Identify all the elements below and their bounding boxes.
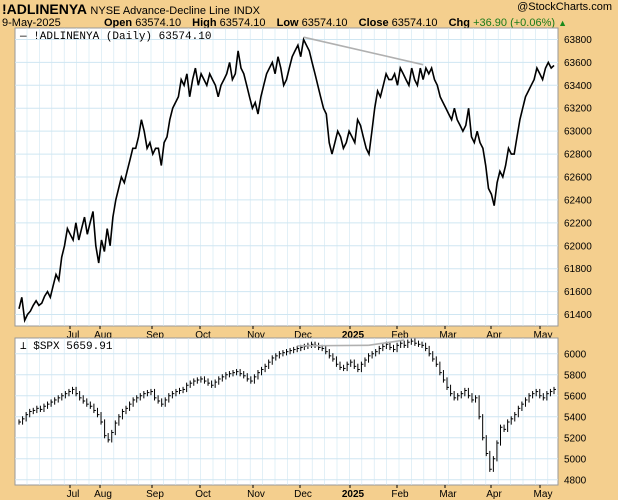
- high-value: 63574.10: [219, 17, 266, 29]
- y-tick-label: 63200: [564, 104, 592, 115]
- y-tick-label: 63400: [564, 81, 592, 92]
- x-tick-label: Sep: [146, 330, 164, 341]
- x-tick-label: May: [534, 489, 553, 500]
- y-tick-label: 5800: [564, 370, 587, 381]
- series-legend: — !ADLINENYA (Daily) 63574.10: [19, 31, 211, 43]
- y-tick-label: 4800: [564, 475, 587, 486]
- chg-label: Chg: [448, 17, 470, 29]
- x-tick-label: Mar: [439, 330, 457, 341]
- trendline: [368, 339, 405, 347]
- y-tick-label: 63800: [564, 35, 592, 46]
- symbol: !ADLINENYA: [2, 1, 87, 17]
- high-label: High: [192, 17, 217, 29]
- y-tick-label: 63600: [564, 58, 592, 69]
- x-tick-label: May: [534, 330, 553, 341]
- trendline: [297, 344, 369, 347]
- y-tick-label: 62800: [564, 150, 592, 161]
- y-tick-label: 5200: [564, 433, 587, 444]
- x-tick-label: Oct: [195, 489, 211, 500]
- chart-panel-0: 61400 61600 61800 62000 62200 62400 62600 62800…: [14, 27, 592, 341]
- trendline: [303, 36, 424, 66]
- x-tick-label: Aug: [94, 489, 112, 500]
- y-tick-label: 5000: [564, 454, 587, 465]
- y-tick-label: 6000: [564, 349, 587, 360]
- symbol-exchange: INDX: [233, 5, 261, 17]
- close-label: Close: [358, 17, 389, 29]
- x-tick-label: 2025: [342, 330, 365, 341]
- x-tick-label: Dec: [294, 489, 312, 500]
- close-value: 63574.10: [391, 17, 438, 29]
- x-tick-label: Nov: [247, 330, 265, 341]
- y-tick-label: 62200: [564, 218, 592, 229]
- chg-value: +36.90 (+0.06%): [473, 17, 556, 29]
- up-arrow-icon: ▲: [558, 18, 567, 28]
- x-tick-label: Apr: [486, 330, 502, 341]
- y-tick-label: 61400: [564, 310, 592, 321]
- low-label: Low: [276, 17, 299, 29]
- open-label: Open: [104, 17, 133, 29]
- y-tick-label: 61800: [564, 264, 592, 275]
- y-tick-label: 5600: [564, 391, 587, 402]
- x-tick-label: Mar: [439, 489, 457, 500]
- chart-panel-1: 4800 5000 5200 5400 5600 5800 6000 Jul Aug Sep Oct…: [14, 337, 587, 500]
- quote-bar: Open 63574.10 High 63574.10 Low 63574.10…: [104, 17, 567, 29]
- y-tick-label: 5400: [564, 412, 587, 423]
- x-tick-label: Feb: [391, 489, 409, 500]
- ad-line-series: [18, 36, 555, 324]
- x-tick-label: Jul: [67, 489, 80, 500]
- low-value: 63574.10: [301, 17, 348, 29]
- brand-logo: @StockCharts.com: [517, 1, 612, 13]
- symbol-description: NYSE Advance-Decline Line: [90, 5, 230, 17]
- y-tick-label: 62400: [564, 195, 592, 206]
- y-tick-label: 63000: [564, 127, 592, 138]
- open-value: 63574.10: [135, 17, 182, 29]
- x-tick-label: Apr: [486, 489, 502, 500]
- x-tick-label: Feb: [391, 330, 409, 341]
- x-tick-label: Oct: [195, 330, 211, 341]
- quote-date: 9-May-2025: [2, 17, 61, 29]
- x-tick-label: Sep: [146, 489, 164, 500]
- plot-area: [14, 337, 559, 486]
- y-tick-label: 62000: [564, 241, 592, 252]
- x-tick-label: 2025: [342, 489, 365, 500]
- x-tick-label: Dec: [294, 330, 312, 341]
- x-tick-label: Aug: [94, 330, 112, 341]
- x-tick-label: Jul: [67, 330, 80, 341]
- y-tick-label: 61600: [564, 287, 592, 298]
- symbol-title: !ADLINENYA NYSE Advance-Decline Line IND…: [2, 1, 260, 17]
- y-tick-label: 62600: [564, 173, 592, 184]
- x-tick-label: Nov: [247, 489, 265, 500]
- series-legend: ⊥ $SPX 5659.91: [20, 341, 113, 353]
